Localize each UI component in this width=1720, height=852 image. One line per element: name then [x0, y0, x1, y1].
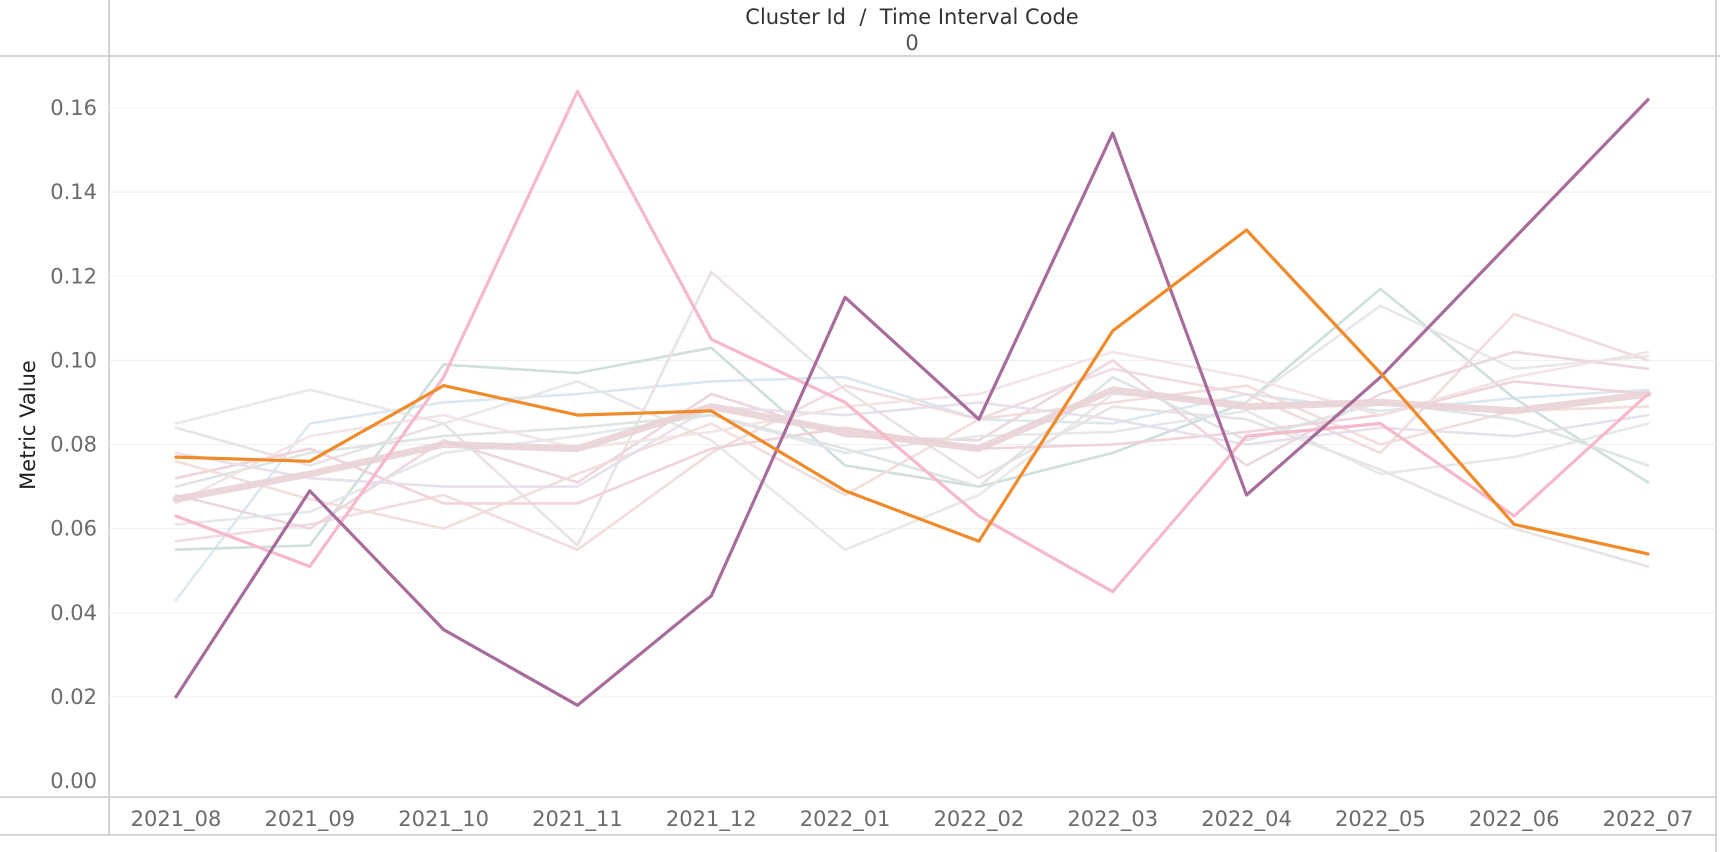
chart-header-title: Cluster Id / Time Interval Code — [745, 5, 1078, 29]
y-tick-label: 0.04 — [50, 601, 97, 625]
x-tick-label: 2021_11 — [532, 807, 623, 832]
x-tick-label: 2021_10 — [398, 807, 489, 832]
series-line — [174, 89, 1650, 594]
y-axis-ticks: 0.00 0.02 0.04 0.06 0.08 0.10 0.12 0.14 0.16 — [50, 96, 97, 793]
y-tick-label: 0.12 — [50, 264, 97, 288]
x-tick-label: 2022_06 — [1469, 807, 1560, 832]
series-line — [174, 287, 1650, 552]
x-tick-label: 2022_07 — [1603, 807, 1694, 832]
series-lines — [172, 89, 1652, 707]
x-tick-label: 2022_05 — [1335, 807, 1426, 832]
x-tick-label: 2022_03 — [1067, 807, 1158, 832]
y-tick-label: 0.10 — [50, 348, 97, 372]
y-axis-label: Metric Value — [16, 360, 40, 490]
x-tick-label: 2021_12 — [666, 807, 757, 832]
series-line — [174, 350, 1650, 505]
series-line — [174, 97, 1650, 707]
y-tick-label: 0.08 — [50, 433, 97, 457]
series-line — [174, 228, 1650, 556]
x-tick-label: 2022_01 — [800, 807, 891, 832]
series-line — [174, 270, 1650, 568]
y-tick-label: 0.00 — [50, 769, 97, 793]
x-tick-label: 2021_09 — [264, 807, 355, 832]
x-tick-label: 2021_08 — [131, 807, 222, 832]
series-line — [174, 409, 1650, 526]
y-tick-label: 0.14 — [50, 180, 97, 204]
series-line — [172, 386, 1652, 503]
y-tick-label: 0.16 — [50, 96, 97, 120]
x-tick-label: 2022_02 — [934, 807, 1025, 832]
series-line — [174, 401, 1650, 488]
y-tick-label: 0.02 — [50, 685, 97, 709]
x-axis-ticks: 2021_08 2021_09 2021_10 2021_11 2021_12 2022_… — [131, 807, 1694, 832]
x-tick-label: 2022_04 — [1201, 807, 1292, 832]
chart-header-subtitle: 0 — [905, 31, 918, 55]
y-tick-label: 0.06 — [50, 517, 97, 541]
